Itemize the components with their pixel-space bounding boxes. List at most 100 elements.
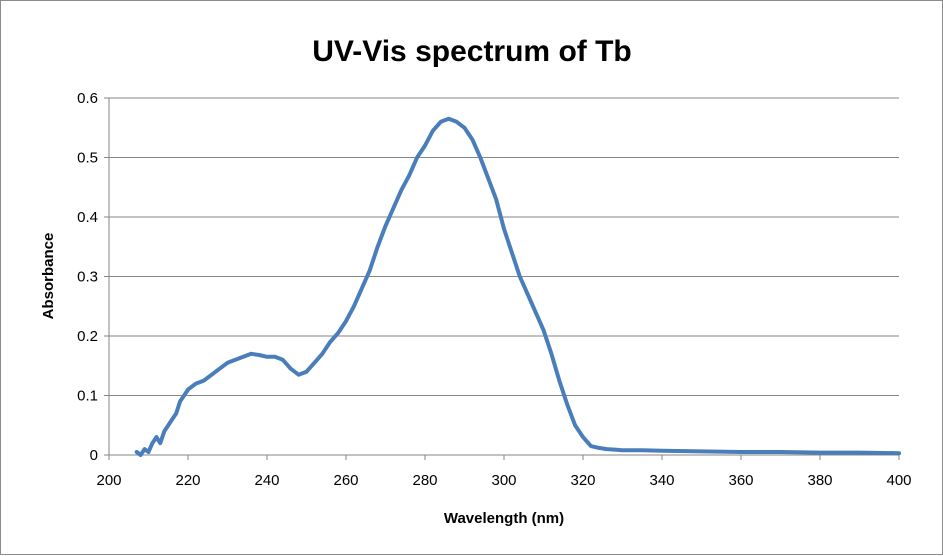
data-point	[139, 453, 143, 457]
chart-title: UV-Vis spectrum of Tb	[312, 35, 632, 68]
data-point	[384, 224, 387, 228]
data-point	[376, 245, 380, 249]
data-point	[597, 446, 601, 450]
data-point	[328, 340, 332, 344]
x-tick-label: 400	[886, 472, 911, 489]
data-point	[463, 126, 466, 130]
data-point	[297, 373, 301, 377]
data-point	[218, 367, 222, 371]
data-point	[182, 394, 186, 397]
axes-layer	[104, 97, 900, 460]
data-point	[818, 451, 822, 455]
data-point	[557, 379, 561, 383]
series-line	[134, 116, 901, 457]
data-point	[305, 370, 308, 374]
y-tick-label: 0.3	[77, 269, 98, 286]
data-point	[158, 441, 162, 445]
x-tick-label: 220	[175, 472, 200, 489]
data-point	[534, 310, 538, 314]
data-point	[605, 447, 609, 451]
y-tick-label: 0.4	[77, 209, 98, 226]
data-point	[565, 402, 569, 406]
x-tick-label: 380	[807, 472, 832, 489]
x-axis-title: Wavelength (nm)	[444, 510, 564, 527]
data-point	[143, 447, 147, 451]
data-point	[344, 319, 348, 323]
data-point	[154, 435, 158, 439]
x-tick-label: 240	[254, 472, 279, 489]
data-point	[415, 156, 419, 159]
series-layer	[134, 116, 901, 457]
data-point	[447, 117, 451, 121]
data-point	[589, 444, 593, 448]
data-point	[510, 251, 514, 255]
data-point	[226, 361, 229, 365]
data-point	[320, 352, 324, 356]
data-point	[190, 385, 194, 389]
x-tick-label: 360	[728, 472, 753, 489]
y-axis-title: Absorbance	[40, 233, 57, 320]
data-point	[640, 448, 644, 452]
data-point	[518, 275, 522, 278]
data-point	[352, 304, 356, 308]
x-tick-label: 300	[491, 472, 516, 489]
data-point	[265, 355, 269, 359]
data-point	[621, 448, 624, 452]
data-point	[526, 292, 530, 296]
data-point	[202, 379, 206, 383]
data-point	[233, 358, 237, 362]
tick-labels: 0 0.1 0.2 0.3 0.4 0.5 0.6 200 220 240 260 280 300 320…	[77, 90, 911, 489]
data-point	[739, 450, 743, 454]
data-point	[368, 269, 372, 273]
data-point	[336, 331, 340, 335]
data-point	[700, 449, 703, 453]
data-point	[399, 188, 403, 192]
data-point	[858, 451, 861, 455]
x-tick-label: 340	[649, 472, 674, 489]
data-point	[407, 173, 411, 177]
x-tick-label: 200	[96, 472, 121, 489]
data-point	[897, 451, 901, 455]
data-point	[573, 423, 577, 427]
data-point	[360, 286, 364, 290]
data-point	[210, 373, 214, 377]
data-point	[174, 411, 178, 415]
y-tick-label: 0	[90, 447, 98, 464]
data-point	[150, 441, 154, 445]
data-point	[581, 435, 585, 439]
y-tick-label: 0.6	[77, 90, 98, 107]
data-point	[257, 353, 261, 357]
data-point	[135, 450, 139, 454]
data-point	[241, 355, 245, 359]
data-point	[502, 227, 506, 231]
data-point	[779, 450, 782, 454]
data-point	[162, 429, 166, 433]
y-tick-label: 0.5	[77, 150, 98, 167]
data-point	[542, 328, 545, 332]
y-tick-label: 0.2	[77, 328, 98, 345]
data-point	[289, 367, 293, 371]
data-point	[178, 399, 182, 403]
data-point	[391, 206, 395, 210]
data-point	[470, 138, 474, 142]
data-point	[439, 120, 443, 124]
data-point	[431, 129, 435, 133]
x-tick-label: 260	[333, 472, 358, 489]
data-point	[170, 417, 174, 421]
grid-layer	[109, 97, 899, 456]
data-point	[613, 448, 617, 452]
data-point	[281, 358, 285, 362]
x-tick-label: 320	[570, 472, 595, 489]
y-tick-label: 0.1	[77, 388, 98, 405]
data-point	[194, 382, 198, 386]
data-point	[549, 352, 553, 356]
data-point	[249, 352, 253, 356]
data-point	[273, 355, 277, 359]
data-point	[660, 449, 664, 453]
data-point	[423, 144, 427, 148]
data-point	[186, 388, 190, 392]
data-point	[478, 156, 482, 159]
data-point	[494, 197, 498, 201]
